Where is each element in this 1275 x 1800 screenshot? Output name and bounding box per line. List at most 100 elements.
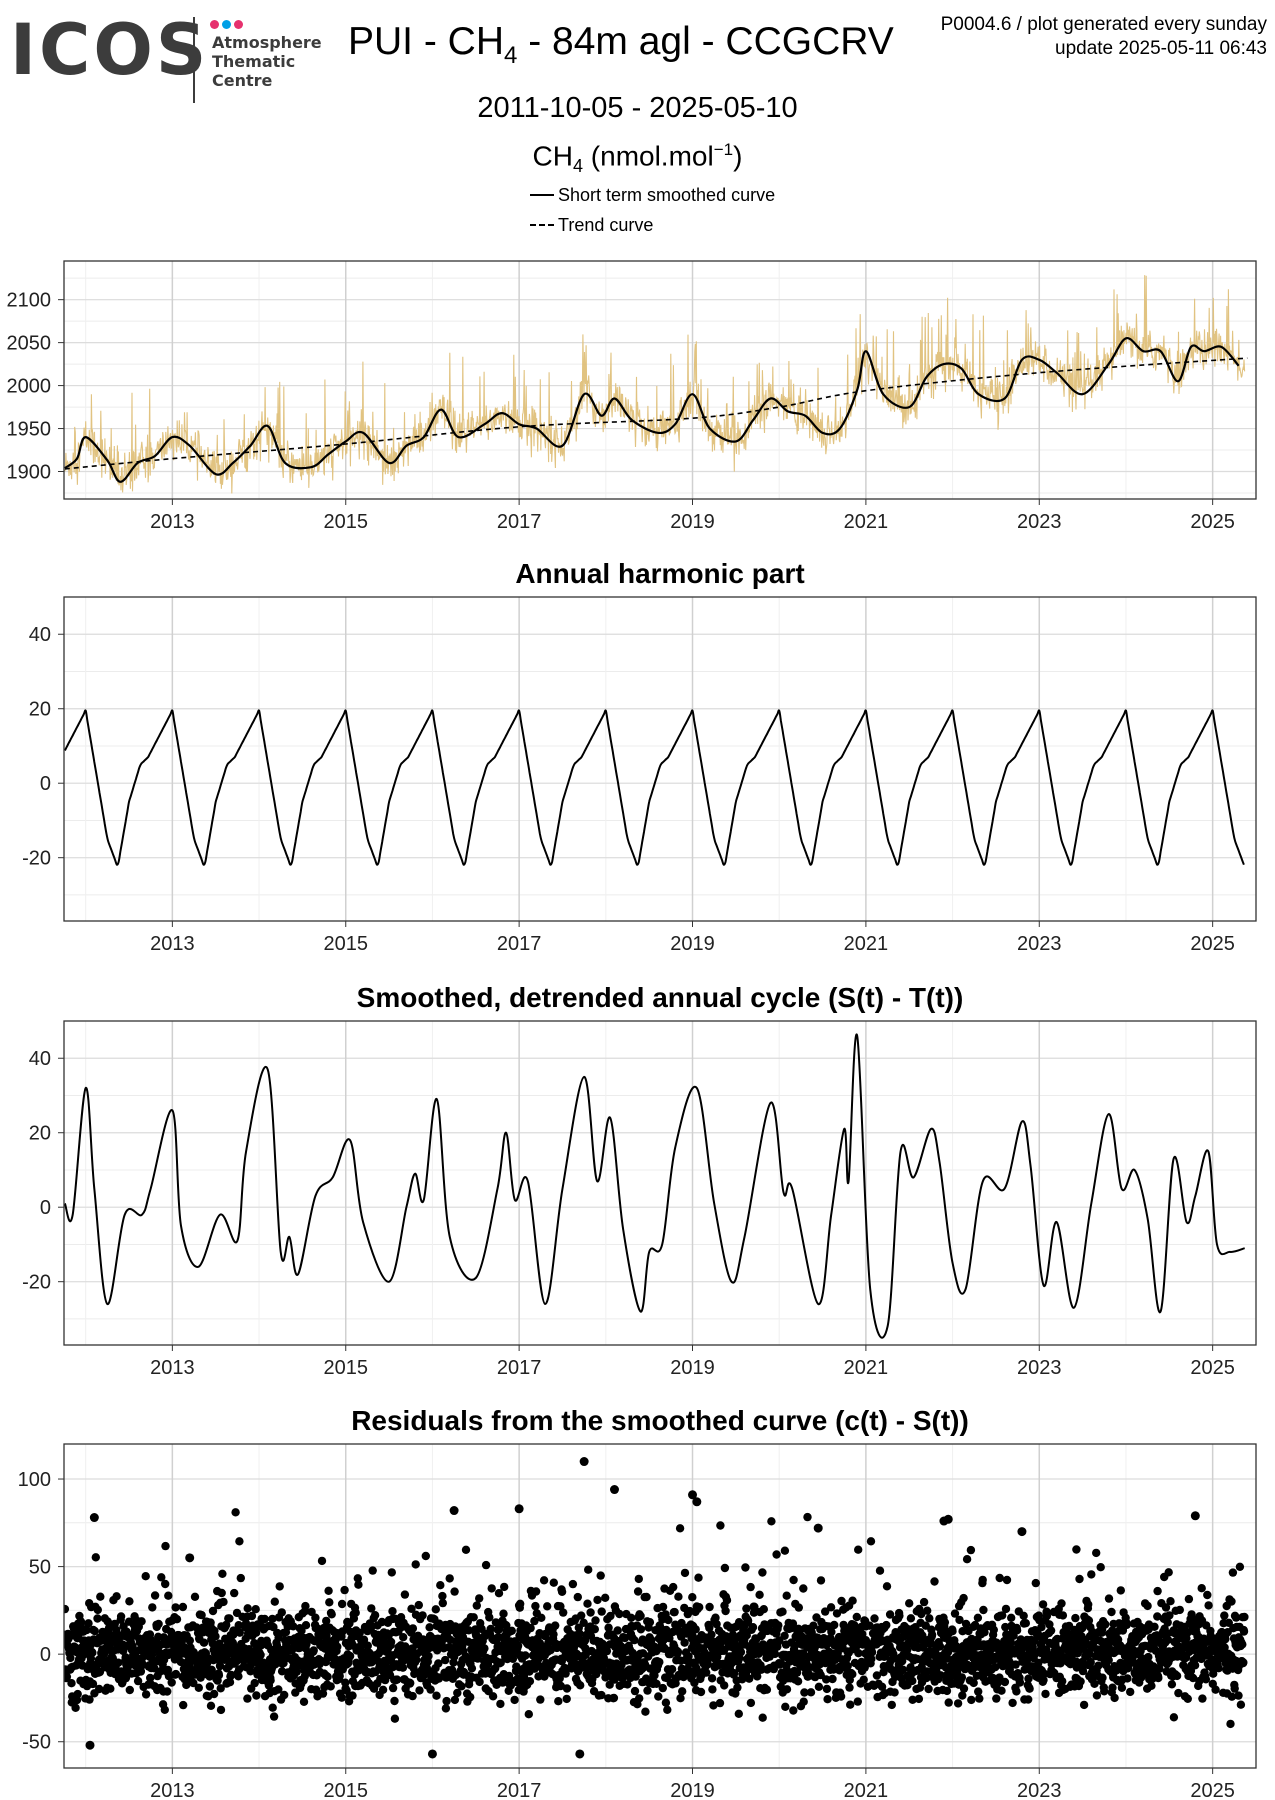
y-tick-label: -50: [22, 1732, 51, 1754]
residual-point: [407, 1604, 416, 1614]
residual-point: [577, 1611, 586, 1620]
residual-point: [206, 1701, 216, 1711]
residual-point: [667, 1665, 677, 1674]
title-prefix: PUI - CH: [348, 20, 504, 63]
residual-point: [853, 1697, 862, 1706]
residual-point: [345, 1651, 355, 1661]
residual-point: [822, 1675, 831, 1684]
title-subscript: 4: [504, 41, 518, 69]
legend-solid-swatch: [530, 194, 554, 196]
residual-point: [591, 1616, 600, 1625]
residual-point: [251, 1605, 260, 1614]
residual-point: [1117, 1683, 1127, 1693]
residual-outlier-point: [692, 1497, 702, 1507]
residual-point: [400, 1590, 410, 1599]
residual-point: [434, 1674, 444, 1683]
residual-point: [898, 1665, 908, 1674]
residual-point: [90, 1626, 99, 1636]
residual-point: [77, 1618, 86, 1627]
residual-point: [944, 1698, 953, 1707]
residual-point: [746, 1698, 756, 1708]
residual-point: [326, 1682, 335, 1691]
legend-item-trend: Trend curve: [530, 210, 775, 240]
residual-point: [583, 1599, 592, 1608]
residual-point: [767, 1517, 776, 1526]
residual-point: [642, 1592, 651, 1602]
unit-superscript: −1: [713, 140, 734, 159]
residual-point: [975, 1694, 984, 1703]
residual-point: [919, 1597, 929, 1607]
residual-point: [472, 1601, 481, 1610]
residual-point: [1126, 1687, 1135, 1697]
residual-point: [854, 1649, 863, 1658]
residual-point: [576, 1681, 585, 1690]
residual-point: [1240, 1612, 1249, 1622]
residual-point: [421, 1551, 430, 1561]
residual-point: [1153, 1612, 1162, 1621]
residual-point: [942, 1686, 952, 1696]
residual-point: [277, 1608, 286, 1617]
x-tick-label: 2019: [670, 511, 715, 533]
residual-point: [390, 1696, 399, 1706]
residual-point: [125, 1597, 134, 1606]
residual-point: [635, 1694, 644, 1703]
residual-point: [978, 1575, 987, 1585]
residual-point: [1174, 1688, 1183, 1698]
residual-point: [652, 1679, 661, 1689]
chart-panel-1: 1900 1950 2000 2050 2100 2013 2015 2017 2019 2021…: [7, 260, 1257, 533]
residual-point: [317, 1556, 327, 1566]
unit-end: ): [733, 140, 743, 172]
residual-point: [301, 1601, 310, 1611]
residual-point: [340, 1585, 349, 1595]
residual-point: [568, 1579, 578, 1589]
residual-point: [953, 1699, 963, 1708]
y-tick-label: -20: [22, 848, 51, 870]
legend-item-short: Short term smoothed curve: [530, 180, 775, 210]
residual-point: [646, 1664, 655, 1673]
residual-point: [1090, 1679, 1099, 1689]
residual-point: [425, 1623, 434, 1632]
residual-point: [1161, 1603, 1171, 1612]
residual-point: [137, 1617, 146, 1626]
residual-point: [136, 1667, 146, 1676]
x-tick-label: 2015: [323, 1357, 368, 1379]
y-tick-label: 50: [29, 1557, 51, 1579]
residual-point: [219, 1597, 228, 1607]
residual-point: [269, 1712, 279, 1721]
residual-point: [194, 1683, 203, 1693]
smoothed-curve: [64, 337, 1240, 483]
residual-point: [526, 1623, 535, 1633]
residual-point: [1203, 1590, 1212, 1600]
residual-point: [270, 1597, 279, 1606]
residual-point: [845, 1683, 854, 1692]
residual-point: [216, 1684, 225, 1693]
residual-point: [1150, 1622, 1159, 1632]
residual-point: [141, 1572, 150, 1581]
residual-point: [562, 1694, 571, 1704]
residual-point: [867, 1648, 877, 1657]
residual-point: [461, 1652, 470, 1661]
residual-point: [1107, 1607, 1116, 1617]
residual-point: [215, 1661, 225, 1671]
x-tick-label: 2025: [1190, 511, 1235, 533]
residual-point: [557, 1587, 567, 1597]
residual-point: [368, 1566, 377, 1575]
residual-point: [1076, 1677, 1085, 1686]
residual-point: [688, 1593, 697, 1602]
residual-point: [966, 1545, 976, 1555]
residual-point: [536, 1695, 545, 1704]
residual-point: [1204, 1601, 1213, 1610]
residual-point: [353, 1574, 362, 1583]
residual-point: [748, 1623, 758, 1632]
residual-point: [885, 1610, 895, 1619]
residual-point: [157, 1573, 166, 1582]
residual-point: [1006, 1638, 1015, 1647]
residual-outlier-point: [185, 1553, 195, 1563]
residual-point: [327, 1610, 336, 1619]
residual-point: [809, 1621, 818, 1630]
residual-point: [337, 1693, 346, 1702]
residual-point: [641, 1707, 650, 1716]
residual-point: [1096, 1563, 1105, 1572]
residual-point: [905, 1599, 914, 1608]
residual-point: [189, 1678, 198, 1688]
